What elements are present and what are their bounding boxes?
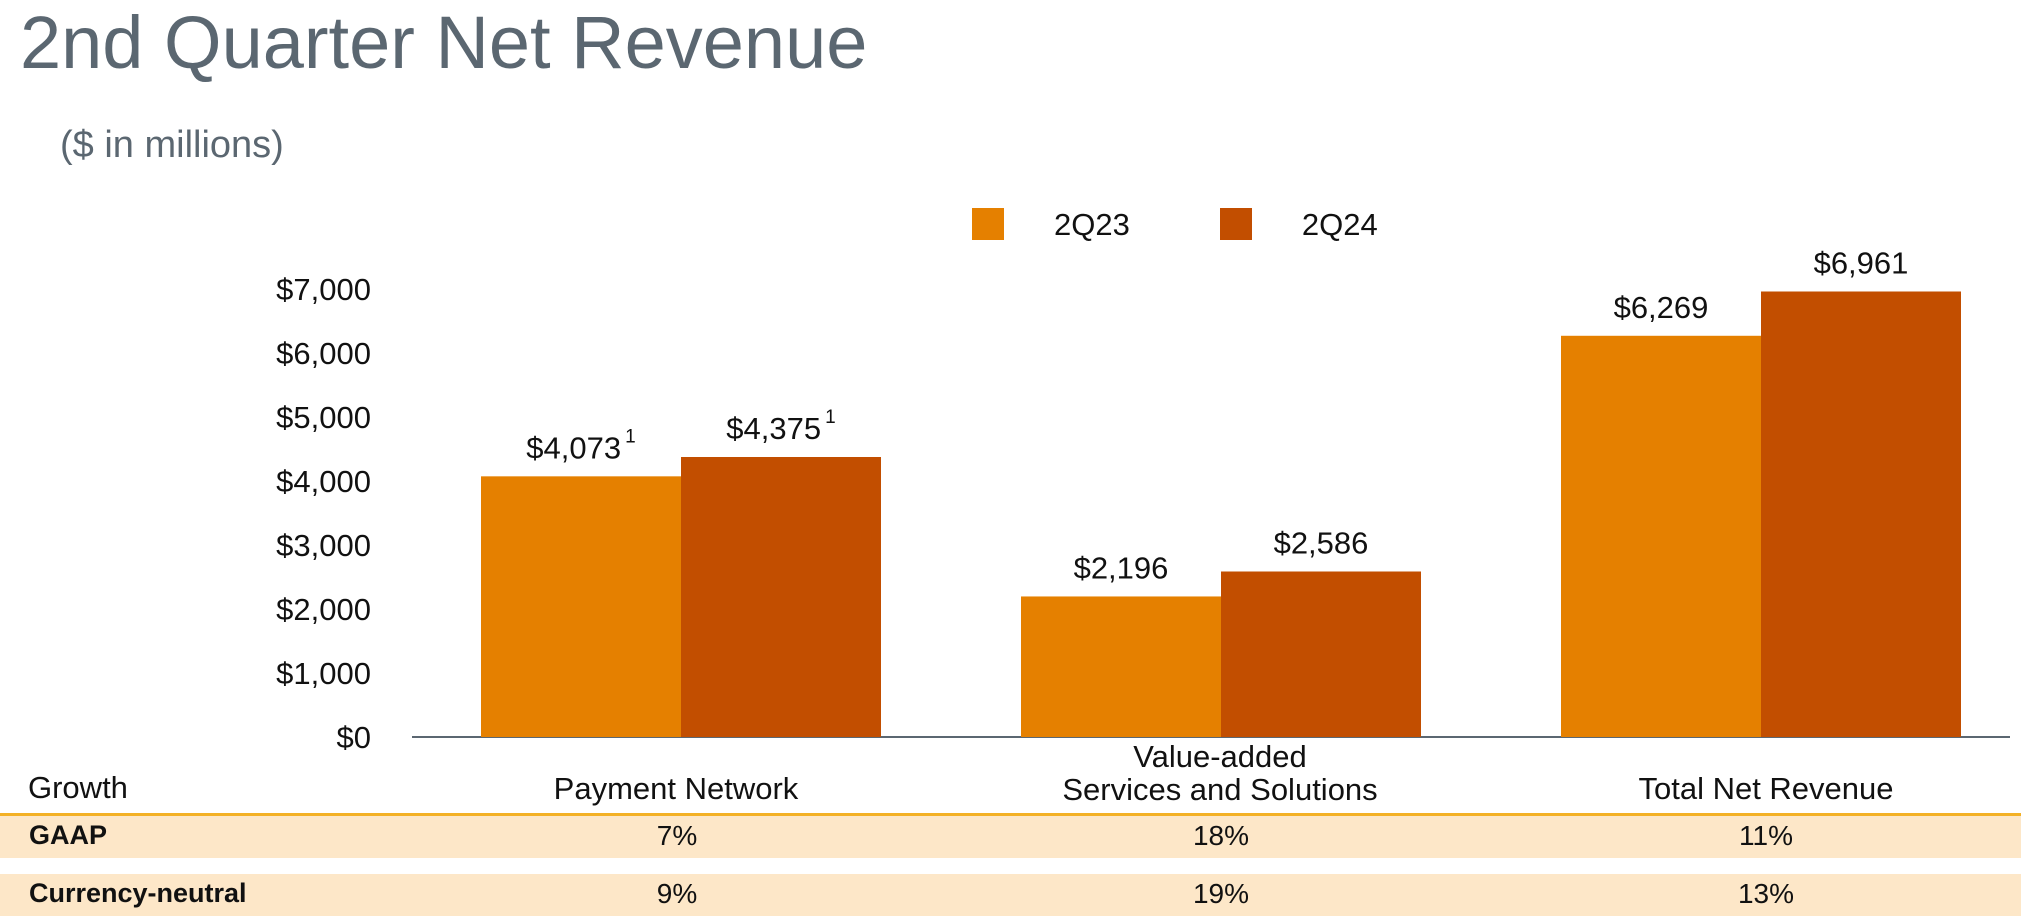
page-title: 2nd Quarter Net Revenue [20,1,868,84]
growth-row-gaap-label: GAAP [29,820,108,850]
category-label-value-added-services: Value-added Services and Solutions [1010,740,1430,807]
y-axis-tick-label: $6,000 [276,336,371,371]
data-label-2q23-2: $6,269 [1614,290,1709,325]
growth-row-gaap-payment-network: 7% [656,820,698,851]
legend-label-2q23: 2Q23 [1054,206,1130,242]
category-label-value-added-services-line-1: Value-added [1133,739,1307,774]
chart-legend: 2Q23 2Q24 [972,208,1468,240]
y-axis-tick-label: $3,000 [276,528,371,563]
bar-2q24-1 [1221,571,1421,737]
growth-table-header: Growth [28,770,128,805]
legend-swatch-2q23 [972,208,1004,240]
legend-swatch-2q24 [1219,208,1252,240]
y-axis-tick-label: $7,000 [276,272,371,307]
growth-row-currency-neutral-value-added-services: 19% [1192,878,1250,909]
bar-2q23-1 [1021,596,1221,737]
y-axis-tick-label: $2,000 [276,592,371,627]
bar-2q24-2 [1761,291,1961,737]
y-axis-tick-label: $4,000 [276,464,371,499]
data-label-2q24-2: $6,961 [1814,245,1909,280]
growth-row-currency-neutral: Currency-neutral 9% 19% 13% [0,874,2021,916]
growth-row-currency-neutral-label: Currency-neutral [29,878,247,908]
growth-row-currency-neutral-payment-network: 9% [656,878,698,909]
category-label-total-net-revenue-line-1: Total Net Revenue [1638,771,1894,806]
legend-item-2q24: 2Q24 [1219,206,1378,242]
page-subtitle: ($ in millions) [60,124,284,166]
growth-row-gaap-total-net-revenue: 11% [1739,820,1793,851]
growth-row-currency-neutral-total-net-revenue: 13% [1737,878,1795,909]
legend-label-2q24: 2Q24 [1301,206,1378,242]
data-label-2q24-1: $2,586 [1274,525,1369,560]
category-label-payment-network: Payment Network [466,771,886,806]
legend-item-2q23: 2Q23 [972,208,1130,240]
bar-2q23-0 [481,476,681,737]
data-label-2q23-0: $4,073 1 [526,426,635,465]
y-axis-tick-label: $5,000 [276,400,371,435]
bar-2q23-2 [1561,335,1761,737]
data-label-2q23-1: $2,196 [1074,550,1169,585]
y-axis-tick-label: $1,000 [276,656,371,691]
category-label-payment-network-line-1: Payment Network [553,771,799,806]
bar-2q24-0 [681,457,881,737]
growth-row-gaap: GAAP 7% 18% 11% [0,816,2021,858]
data-label-2q24-0: $4,375 1 [726,407,835,446]
growth-table-separator [0,813,2021,816]
category-label-total-net-revenue: Total Net Revenue [1556,771,1976,806]
growth-row-gaap-value-added-services: 18% [1192,820,1250,851]
y-axis-tick-label: $0 [337,720,371,755]
category-label-value-added-services-line-2: Services and Solutions [1062,772,1378,808]
